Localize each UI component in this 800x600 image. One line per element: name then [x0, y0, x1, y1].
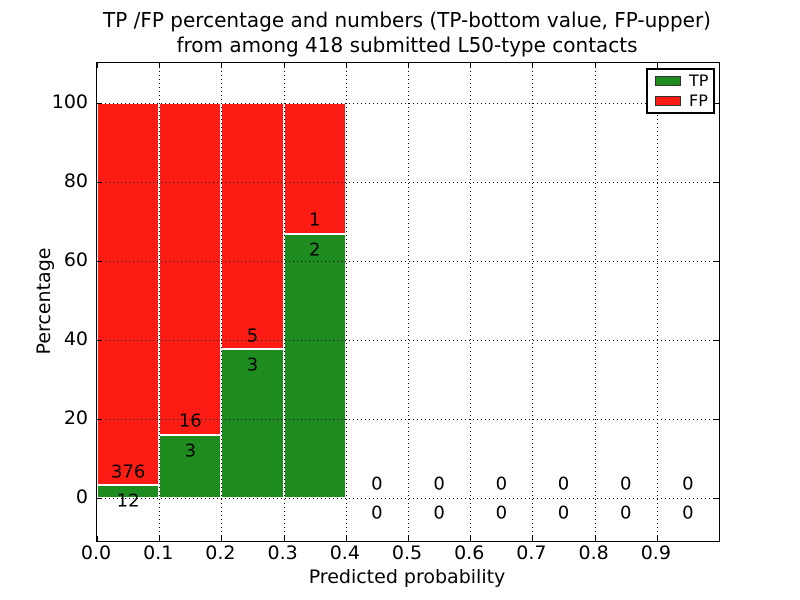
x-tick-mark [97, 536, 98, 541]
x-tick-label: 0.1 [143, 542, 174, 564]
tp-count-label: 12 [116, 490, 140, 512]
tp-count-label: 0 [371, 502, 383, 524]
tp-count-label: 0 [619, 502, 632, 524]
gridline-vertical [532, 63, 534, 541]
y-axis-label: Percentage [33, 247, 55, 355]
legend-label-fp: FP [689, 90, 708, 110]
fp-count-label: 5 [246, 325, 259, 347]
gridline-vertical [221, 63, 223, 541]
fp-count-label: 376 [110, 461, 146, 482]
y-tick-mark [714, 260, 719, 262]
fp-count-label: 0 [495, 473, 508, 495]
x-tick-mark [470, 63, 472, 68]
x-tick-mark [594, 536, 596, 541]
x-tick-mark [283, 536, 285, 541]
legend: TP FP [646, 68, 715, 114]
x-tick-mark [345, 536, 347, 541]
legend-label-tp: TP [689, 71, 709, 91]
gridline-vertical [408, 63, 409, 541]
tp-count-label: 0 [433, 502, 445, 524]
tp-count-label: 0 [557, 502, 570, 524]
x-tick-label: 0.9 [640, 542, 671, 564]
x-tick-label: 0.4 [329, 542, 360, 564]
x-tick-label: 0.5 [391, 542, 423, 564]
tp-color-swatch [655, 76, 681, 87]
x-tick-mark [221, 536, 223, 541]
x-tick-label: 0.2 [205, 542, 236, 564]
x-tick-mark [656, 63, 658, 68]
plot-area: 376 12 16 3 5 3 1 2 0 0 0 0 0 0 0 0 0 0 0 0 [96, 62, 720, 542]
fp-count-label: 1 [308, 209, 321, 231]
fp-count-label: 0 [557, 473, 570, 495]
y-tick-mark [714, 497, 719, 499]
x-tick-mark [221, 63, 223, 68]
bar-segment-tp [97, 485, 160, 498]
fp-count-label: 0 [682, 473, 694, 495]
y-tick-mark [97, 102, 102, 104]
x-tick-label: 0.0 [80, 542, 112, 564]
x-tick-label: 0.3 [267, 542, 298, 564]
y-tick-mark [714, 418, 719, 420]
bar-segment-tp [283, 234, 346, 498]
tp-count-label: 0 [495, 502, 508, 524]
gridline-vertical [470, 63, 472, 541]
chart-title-line2: from among 418 submitted L50-type contac… [176, 33, 638, 57]
y-tick-label: 20 [63, 406, 88, 429]
x-tick-mark [283, 63, 285, 68]
fp-count-label: 0 [433, 473, 445, 495]
y-tick-mark [714, 181, 719, 183]
gridline-vertical [159, 63, 161, 541]
bar-segment-fp [283, 102, 346, 235]
x-tick-mark [408, 536, 409, 541]
y-tick-mark [97, 260, 102, 262]
bar-segment-fp [97, 102, 160, 486]
y-tick-mark [714, 102, 719, 104]
y-tick-mark [97, 418, 102, 420]
y-tick-label: 80 [63, 169, 88, 192]
x-tick-mark [532, 63, 534, 68]
y-tick-label: 0 [75, 485, 88, 508]
x-tick-mark [656, 536, 658, 541]
y-tick-mark [97, 339, 102, 341]
x-tick-mark [159, 536, 161, 541]
x-tick-mark [345, 63, 347, 68]
tp-count-label: 3 [246, 354, 259, 376]
gridline-vertical [594, 63, 596, 541]
bar-segment-fp [159, 102, 222, 436]
fp-count-label: 0 [371, 473, 383, 495]
legend-entry-tp: TP [655, 73, 713, 89]
gridline-vertical [283, 63, 285, 541]
tp-count-label: 3 [184, 440, 197, 462]
fp-color-swatch [655, 95, 681, 106]
x-tick-mark [159, 63, 161, 68]
gridline-vertical [656, 63, 658, 541]
chart-title: TP /FP percentage and numbers (TP-bottom… [96, 8, 718, 58]
x-tick-mark [532, 536, 534, 541]
y-tick-label: 60 [63, 248, 88, 271]
y-tick-mark [97, 181, 102, 183]
chart-title-line1: TP /FP percentage and numbers (TP-bottom… [103, 8, 711, 32]
x-tick-mark [408, 63, 409, 68]
legend-entry-fp: FP [655, 90, 713, 110]
x-tick-label: 0.6 [454, 542, 485, 564]
tp-count-label: 0 [682, 502, 694, 524]
x-tick-mark [97, 63, 98, 68]
tp-count-label: 2 [308, 239, 321, 261]
fp-count-label: 0 [619, 473, 632, 495]
x-tick-mark [594, 63, 596, 68]
y-tick-label: 40 [63, 327, 88, 350]
y-tick-mark [97, 497, 102, 499]
bar-segment-fp [221, 102, 284, 350]
x-tick-mark [470, 536, 472, 541]
y-tick-mark [714, 339, 719, 341]
y-tick-label: 100 [51, 90, 88, 113]
x-tick-label: 0.7 [516, 542, 547, 564]
bar-segment-tp [159, 435, 222, 498]
fp-count-label: 16 [178, 410, 202, 432]
x-axis-label: Predicted probability [308, 566, 506, 588]
x-tick-label: 0.8 [578, 542, 609, 564]
gridline-vertical [345, 63, 347, 541]
